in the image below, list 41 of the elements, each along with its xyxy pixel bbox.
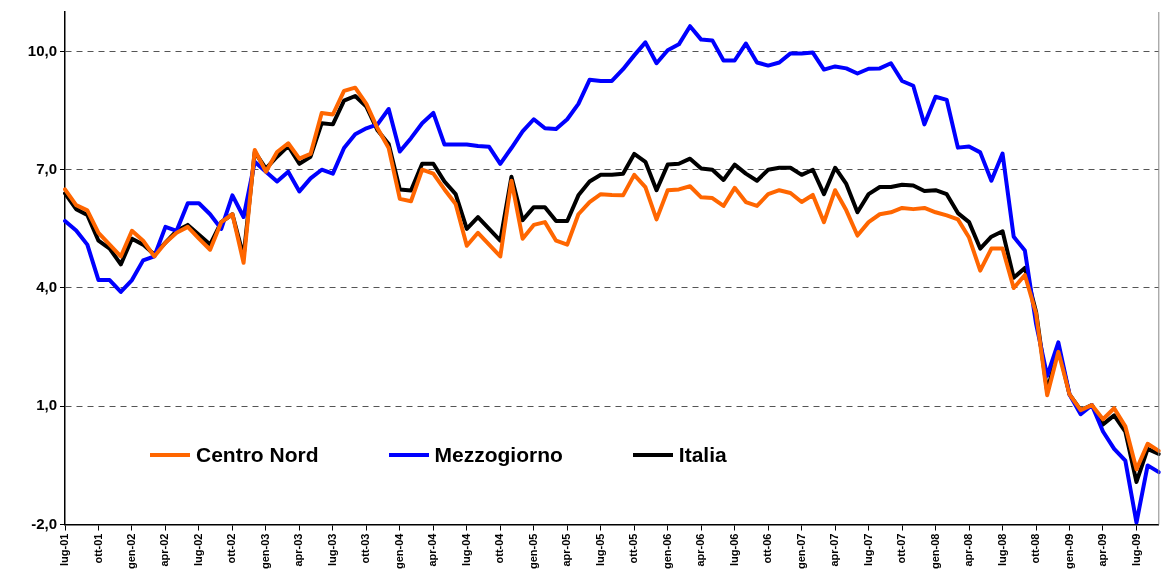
legend-label: Centro Nord (196, 442, 319, 467)
legend-label: Italia (678, 442, 727, 467)
y-tick-label: -2,0 (31, 514, 57, 532)
x-tick-label: lug-03 (325, 533, 338, 566)
x-tick-label: apr-02 (158, 533, 171, 567)
x-tick-label: gen-05 (526, 533, 539, 570)
y-tick-label: 1,0 (36, 396, 57, 414)
x-tick-label: gen-03 (258, 533, 271, 570)
x-tick-label: ott-04 (493, 532, 506, 564)
x-tick-label: apr-05 (560, 533, 573, 567)
legend-label: Mezzogiorno (434, 442, 563, 467)
x-tick-label: apr-08 (962, 533, 975, 567)
x-tick-label: gen-06 (660, 533, 673, 570)
x-tick-label: gen-07 (794, 533, 807, 570)
y-tick-label: 7,0 (36, 159, 57, 177)
x-tick-label: ott-05 (627, 533, 640, 564)
x-tick-label: lug-09 (1129, 533, 1142, 566)
x-tick-label: apr-06 (694, 533, 707, 567)
x-tick-label: apr-04 (426, 532, 439, 567)
x-tick-label: ott-01 (91, 533, 104, 564)
x-tick-label: ott-02 (225, 533, 238, 564)
x-tick-label: lug-07 (861, 533, 874, 566)
y-tick-label: 4,0 (36, 278, 57, 296)
x-tick-label: apr-07 (828, 533, 841, 567)
x-tick-label: ott-06 (761, 533, 774, 564)
x-tick-label: lug-05 (593, 533, 606, 566)
x-tick-label: lug-08 (995, 533, 1008, 566)
x-tick-label: lug-06 (727, 533, 740, 566)
x-tick-label: gen-02 (125, 533, 137, 570)
x-tick-label: apr-03 (292, 533, 305, 567)
y-tick-label: 10,0 (27, 41, 57, 59)
x-tick-label: gen-08 (928, 533, 941, 570)
x-tick-label: ott-08 (1029, 533, 1042, 564)
x-tick-label: lug-01 (58, 533, 71, 566)
x-tick-label: gen-09 (1062, 533, 1075, 570)
x-tick-label: gen-04 (392, 532, 405, 570)
x-tick-label: ott-07 (895, 533, 908, 564)
x-tick-label: lug-02 (191, 533, 204, 566)
x-tick-label: ott-03 (359, 533, 372, 564)
x-tick-label: apr-09 (1096, 533, 1109, 567)
x-tick-label: lug-04 (459, 532, 472, 566)
